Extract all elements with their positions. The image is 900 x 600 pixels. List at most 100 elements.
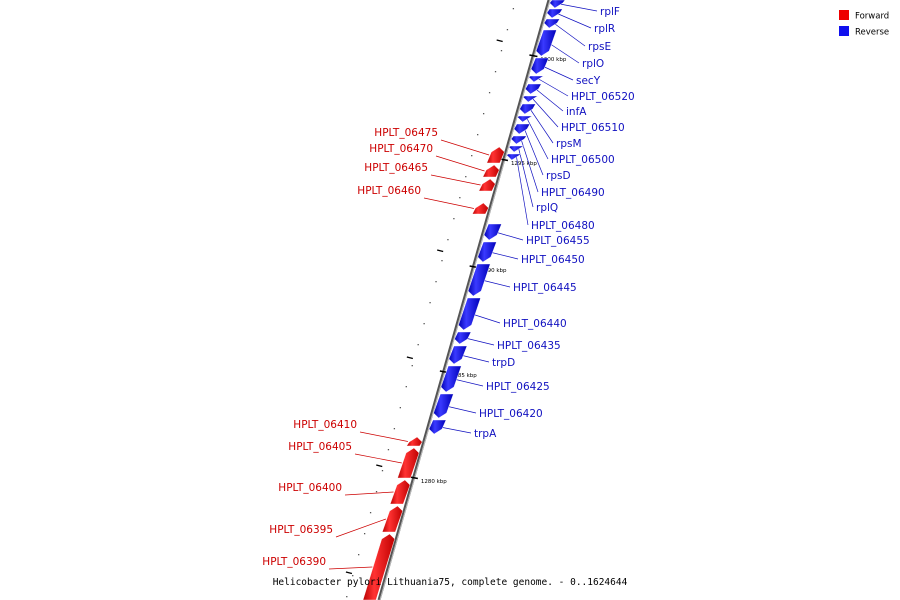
gene-feature-reverse bbox=[506, 153, 523, 161]
legend: Forward Reverse bbox=[839, 10, 889, 38]
gene-label-connector bbox=[335, 518, 387, 538]
gene-label-forward: HPLT_06470 bbox=[369, 143, 433, 155]
major-tick bbox=[345, 571, 353, 575]
gene-label-reverse: HPLT_06510 bbox=[561, 122, 625, 134]
legend-forward-label: Forward bbox=[855, 12, 889, 22]
minor-tick bbox=[459, 197, 461, 199]
major-tick bbox=[529, 54, 538, 58]
gene-label-reverse: rplO bbox=[582, 58, 604, 70]
gene-feature-reverse bbox=[440, 365, 462, 393]
gene-label-reverse: HPLT_06435 bbox=[497, 340, 561, 352]
major-tick bbox=[406, 356, 414, 360]
minor-tick bbox=[405, 386, 407, 388]
gene-label-forward: HPLT_06395 bbox=[269, 524, 333, 536]
gene-label-connector bbox=[445, 405, 477, 414]
gene-feature-forward bbox=[397, 447, 420, 479]
gene-label-connector bbox=[526, 118, 549, 160]
gene-label-connector bbox=[354, 453, 402, 464]
gene-label-forward: HPLT_06465 bbox=[364, 162, 428, 174]
gene-feature-reverse bbox=[535, 29, 557, 57]
gene-label-reverse: HPLT_06490 bbox=[541, 187, 605, 199]
gene-label-connector bbox=[557, 13, 592, 29]
minor-tick bbox=[435, 281, 437, 283]
minor-tick bbox=[482, 113, 485, 115]
minor-tick bbox=[477, 134, 479, 136]
gene-label-reverse: rplQ bbox=[536, 202, 558, 214]
gene-label-connector bbox=[538, 78, 569, 97]
gene-label-connector bbox=[535, 88, 564, 112]
label-connectors bbox=[328, 3, 598, 570]
scale-label: 1280 kbp bbox=[421, 479, 447, 485]
minor-tick bbox=[465, 176, 467, 178]
gene-label-reverse: rplR bbox=[594, 23, 615, 35]
gene-feature-reverse bbox=[513, 123, 531, 135]
gene-feature-forward bbox=[486, 146, 505, 164]
minor-tick bbox=[346, 596, 348, 598]
gene-feature-forward bbox=[482, 164, 500, 178]
gene-feature-reverse bbox=[433, 393, 454, 419]
minor-tick bbox=[471, 155, 473, 157]
gene-label-connector bbox=[532, 98, 559, 128]
gene-feature-reverse bbox=[546, 8, 563, 19]
legend-forward-swatch bbox=[839, 10, 849, 20]
gene-label-connector bbox=[435, 155, 485, 172]
gene-label-reverse: HPLT_06445 bbox=[513, 282, 577, 294]
minor-tick bbox=[387, 449, 390, 451]
gene-feature-forward bbox=[389, 479, 411, 505]
gene-label-connector bbox=[465, 337, 495, 346]
gene-label-reverse: HPLT_06425 bbox=[486, 381, 550, 393]
gene-label-connector bbox=[344, 491, 394, 496]
gene-label-connector bbox=[548, 42, 580, 64]
gene-label-forward: HPLT_06400 bbox=[278, 482, 342, 494]
gene-label-reverse: HPLT_06480 bbox=[531, 220, 595, 232]
gene-label-reverse: HPLT_06420 bbox=[479, 408, 543, 420]
major-tick bbox=[409, 476, 418, 480]
gene-label-connector bbox=[516, 156, 529, 226]
gene-feature-reverse bbox=[549, 0, 566, 9]
gene-label-reverse: trpA bbox=[474, 428, 497, 440]
minor-tick bbox=[381, 470, 384, 472]
gene-feature-forward bbox=[472, 202, 489, 215]
gene-label-reverse: rpsE bbox=[588, 41, 611, 53]
minor-tick bbox=[488, 92, 491, 94]
minor-tick bbox=[512, 8, 515, 10]
minor-tick bbox=[447, 239, 449, 241]
minor-tick bbox=[494, 71, 497, 73]
minor-tick bbox=[393, 428, 396, 430]
gene-label-connector bbox=[554, 23, 586, 47]
minor-tick bbox=[500, 50, 503, 52]
gene-label-reverse: infA bbox=[566, 106, 587, 118]
gene-feature-reverse bbox=[510, 135, 527, 145]
gene-label-reverse: HPLT_06520 bbox=[571, 91, 635, 103]
genome-backbone-highlight bbox=[379, 0, 551, 600]
gene-label-connector bbox=[440, 139, 490, 156]
gene-label-connector bbox=[489, 251, 519, 260]
gene-labels: rplF rplR rpsE rplO secY HPLT_06520 infA HPLT_0… bbox=[262, 6, 634, 568]
gene-label-connector bbox=[460, 354, 490, 363]
minor-tick bbox=[399, 407, 401, 409]
gene-label-connector bbox=[481, 279, 511, 288]
gene-label-forward: HPLT_06475 bbox=[374, 127, 438, 139]
gene-label-connector bbox=[359, 431, 408, 442]
minor-tick bbox=[423, 323, 425, 325]
gene-label-connector bbox=[453, 378, 484, 387]
gene-label-forward: HPLT_06460 bbox=[357, 185, 421, 197]
gene-feature-reverse bbox=[428, 419, 447, 435]
minor-tick bbox=[358, 554, 360, 556]
major-tick bbox=[436, 249, 444, 253]
gene-label-connector bbox=[471, 313, 501, 324]
gene-label-reverse: HPLT_06500 bbox=[551, 154, 615, 166]
major-tick bbox=[376, 464, 383, 468]
gene-label-connector bbox=[524, 128, 544, 176]
gene-label-connector bbox=[518, 148, 534, 208]
major-tick bbox=[496, 39, 503, 43]
gene-feature-forward bbox=[362, 533, 395, 600]
gene-label-connector bbox=[328, 566, 373, 570]
gene-label-connector bbox=[423, 197, 474, 209]
gene-label-reverse: rpsM bbox=[556, 138, 582, 150]
gene-label-connector bbox=[542, 65, 574, 81]
map-caption: Helicobacter pylori Lithuania75, complet… bbox=[272, 577, 628, 588]
gene-label-connector bbox=[559, 3, 598, 12]
gene-label-reverse: HPLT_06440 bbox=[503, 318, 567, 330]
gene-feature-reverse bbox=[467, 263, 491, 297]
